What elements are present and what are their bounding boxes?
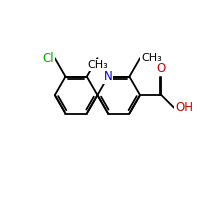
Text: OH: OH [175, 101, 193, 114]
Text: O: O [157, 62, 166, 75]
Text: Cl: Cl [42, 52, 54, 65]
Text: CH₃: CH₃ [87, 60, 108, 70]
Text: N: N [104, 70, 112, 83]
Text: CH₃: CH₃ [141, 53, 162, 63]
